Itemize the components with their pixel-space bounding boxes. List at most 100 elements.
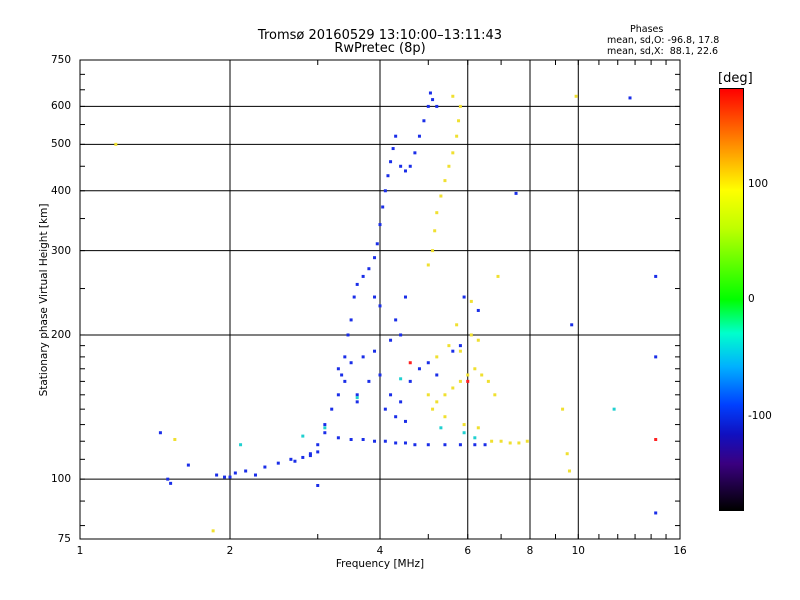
x-tick-label: 10 <box>571 545 585 557</box>
data-point <box>215 473 219 477</box>
data-point <box>447 164 451 168</box>
data-point <box>408 379 412 383</box>
x-tick-label: 8 <box>526 545 534 557</box>
data-point <box>417 367 421 371</box>
x-tick-label: 4 <box>376 545 384 557</box>
data-point <box>476 338 480 342</box>
data-point <box>367 379 371 383</box>
data-point <box>451 386 455 390</box>
data-point <box>561 407 565 411</box>
data-point <box>323 426 327 430</box>
data-point <box>355 400 359 404</box>
data-point <box>466 373 470 377</box>
data-point <box>435 104 439 108</box>
data-point <box>323 431 327 435</box>
data-point <box>458 344 462 348</box>
data-point <box>394 415 398 419</box>
data-point <box>386 174 390 178</box>
data-point <box>394 318 398 322</box>
data-point <box>612 407 616 411</box>
data-point <box>330 407 334 411</box>
data-point <box>435 355 439 359</box>
data-point <box>361 274 365 278</box>
stats-o-mode: mean, sd,O: -96.8, 17.8 <box>607 35 720 46</box>
data-point <box>166 477 170 481</box>
data-point <box>408 361 412 365</box>
data-point <box>343 379 347 383</box>
data-point <box>403 419 407 423</box>
data-point <box>399 333 403 337</box>
x-tick-label: 16 <box>673 545 687 557</box>
data-point <box>355 393 359 397</box>
data-point <box>263 465 267 469</box>
stats-x-mode: mean, sd,X: 88.1, 22.6 <box>607 46 719 57</box>
data-point <box>490 439 494 443</box>
data-point <box>431 249 435 253</box>
data-point <box>435 211 439 215</box>
data-point <box>114 142 118 146</box>
data-point <box>352 295 356 299</box>
data-point <box>355 396 359 400</box>
colorbar-tick-100: 100 <box>748 178 769 190</box>
data-point <box>301 455 305 459</box>
y-tick-label: 300 <box>50 244 71 257</box>
data-point <box>473 436 477 440</box>
data-point <box>403 441 407 445</box>
data-point <box>508 441 512 445</box>
data-point <box>462 295 466 299</box>
data-point <box>435 400 439 404</box>
data-point <box>517 441 521 445</box>
data-point <box>443 393 447 397</box>
data-point <box>574 94 578 98</box>
data-point <box>233 471 237 475</box>
data-point <box>349 361 353 365</box>
data-point <box>373 256 377 260</box>
data-point <box>391 147 395 151</box>
data-point <box>211 529 215 533</box>
data-point <box>466 379 470 383</box>
data-point <box>389 393 393 397</box>
data-point <box>462 423 466 427</box>
data-point <box>355 282 359 286</box>
data-point <box>473 443 477 447</box>
data-point <box>373 295 377 299</box>
data-point <box>173 438 177 442</box>
x-tick-label: 2 <box>226 545 234 557</box>
data-point <box>223 475 227 479</box>
data-point <box>389 160 393 164</box>
data-point <box>346 333 350 337</box>
y-tick-label: 75 <box>57 533 71 545</box>
data-point <box>301 434 305 438</box>
data-point <box>158 431 162 435</box>
data-point <box>462 431 466 435</box>
x-axis-label: Frequency [MHz] <box>335 558 425 570</box>
data-point <box>469 299 473 303</box>
data-point <box>413 151 417 155</box>
data-point <box>349 318 353 322</box>
data-point <box>336 436 340 440</box>
data-point <box>316 450 320 454</box>
data-point <box>426 263 430 267</box>
data-point <box>373 349 377 353</box>
data-point <box>378 223 382 227</box>
data-point <box>439 194 443 198</box>
data-point <box>455 323 459 327</box>
data-point <box>654 355 658 359</box>
data-point <box>375 242 379 246</box>
data-point <box>451 94 455 98</box>
data-point <box>486 379 490 383</box>
data-point <box>451 349 455 353</box>
data-point <box>394 441 398 445</box>
data-point <box>654 511 658 515</box>
data-point <box>308 454 312 458</box>
x-tick-label: 6 <box>464 545 472 557</box>
data-point <box>496 274 500 278</box>
data-point <box>426 443 430 447</box>
y-tick-label: 200 <box>50 328 71 341</box>
data-point <box>426 104 430 108</box>
data-point <box>570 323 574 327</box>
phase-colorbar <box>719 88 744 511</box>
data-point <box>378 373 382 377</box>
data-point <box>431 98 435 102</box>
data-point <box>455 134 459 138</box>
